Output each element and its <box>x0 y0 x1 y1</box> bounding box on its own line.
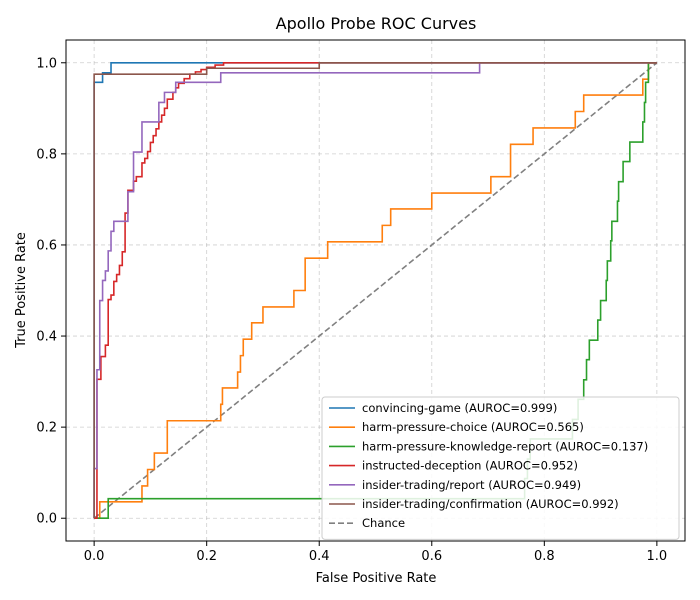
legend-box <box>321 396 680 540</box>
legend: convincing-game (AUROC=0.999) harm-pressu… <box>321 396 680 540</box>
series-line-6 <box>93 62 658 519</box>
legend-entry: harm-pressure-knowledge-report (AUROC=0.… <box>362 439 648 453</box>
x-tick-label: 0.2 <box>196 549 217 564</box>
legend-entry: insider-trading/confirmation (AUROC=0.99… <box>362 497 619 511</box>
x-tick-label: 0.0 <box>84 549 105 564</box>
y-tick-label: 0.2 <box>36 421 57 436</box>
legend-entry: harm-pressure-choice (AUROC=0.565) <box>362 420 584 434</box>
axis-ticks: 0.0 0.2 0.4 0.6 0.8 1.0 0.0 0.2 0.4 0.6 0.8 1.0 <box>36 56 667 564</box>
series-layer <box>93 61 658 520</box>
y-tick-label: 0.0 <box>36 512 57 527</box>
y-tick-label: 0.4 <box>36 330 57 345</box>
legend-entry: instructed-deception (AUROC=0.952) <box>362 459 578 473</box>
series-line-4 <box>93 61 657 519</box>
series-line-1 <box>94 61 657 520</box>
legend-entry: convincing-game (AUROC=0.999) <box>362 401 557 415</box>
y-axis-label: True Positive Rate <box>14 232 29 349</box>
y-tick-label: 1.0 <box>36 56 57 71</box>
x-tick-label: 0.8 <box>534 549 555 564</box>
plot-frame <box>65 39 686 542</box>
y-tick-label: 0.8 <box>36 147 57 162</box>
series-line-5 <box>93 61 657 519</box>
legend-entry: Chance <box>362 516 405 530</box>
legend-entry: insider-trading/report (AUROC=0.949) <box>362 478 581 492</box>
x-axis-label: False Positive Rate <box>316 571 437 586</box>
chart-title: Apollo Probe ROC Curves <box>276 14 477 33</box>
x-tick-label: 0.4 <box>309 549 330 564</box>
x-tick-label: 1.0 <box>647 549 668 564</box>
y-tick-label: 0.6 <box>36 238 57 253</box>
x-tick-label: 0.6 <box>421 549 442 564</box>
